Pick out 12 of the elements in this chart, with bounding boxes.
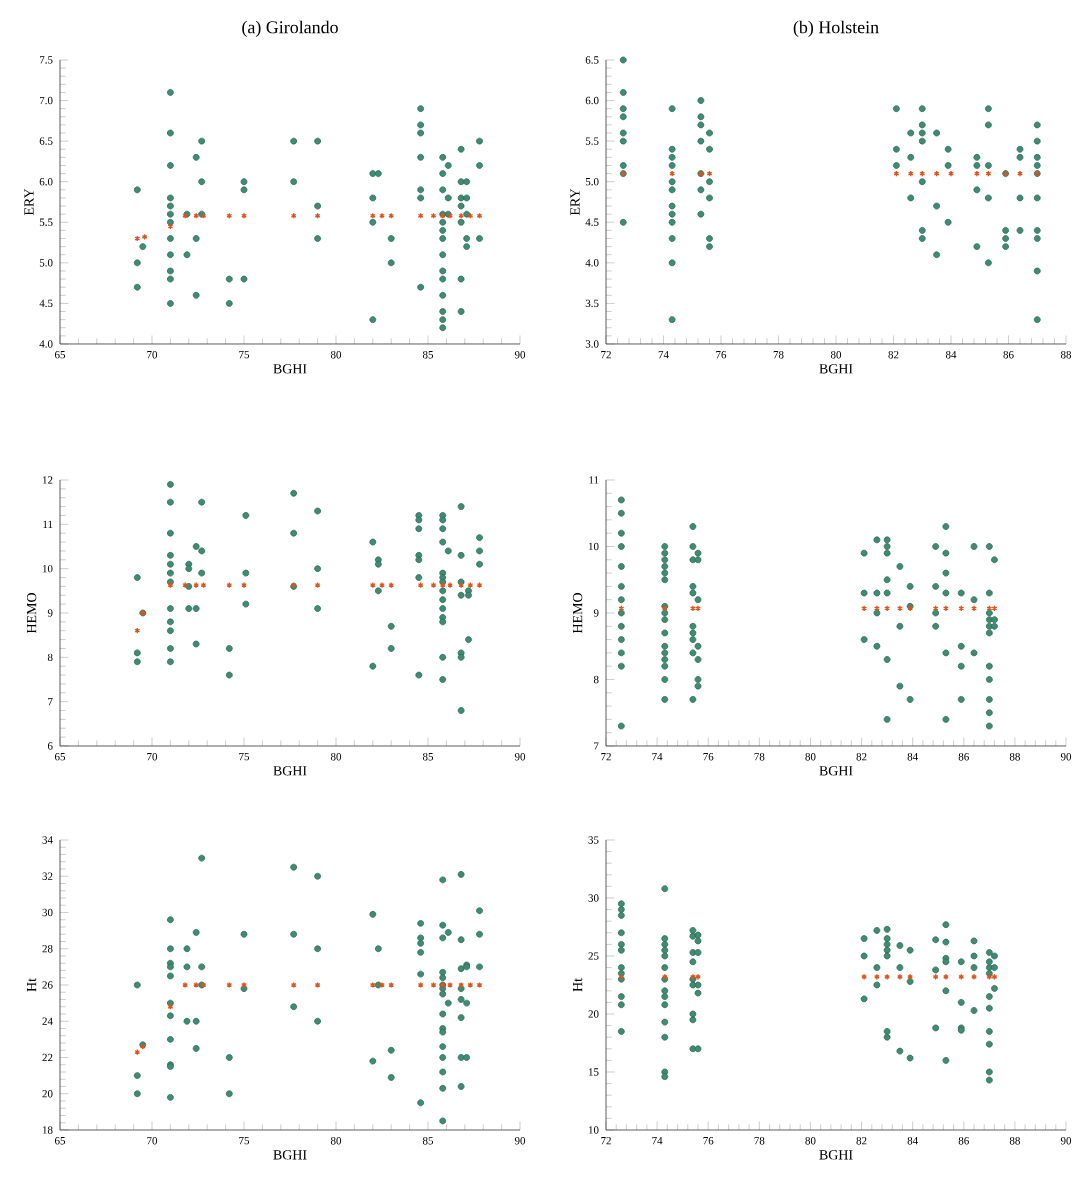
point <box>379 581 385 589</box>
point <box>447 581 454 589</box>
point <box>447 981 454 989</box>
point <box>182 981 189 989</box>
point <box>193 581 200 589</box>
chart-title: (b) Holstein <box>793 20 879 37</box>
point <box>379 981 385 989</box>
point <box>369 981 376 989</box>
chart-title: (a) Girolando <box>242 20 338 37</box>
point <box>369 581 376 589</box>
point <box>241 581 247 589</box>
point <box>193 981 200 989</box>
